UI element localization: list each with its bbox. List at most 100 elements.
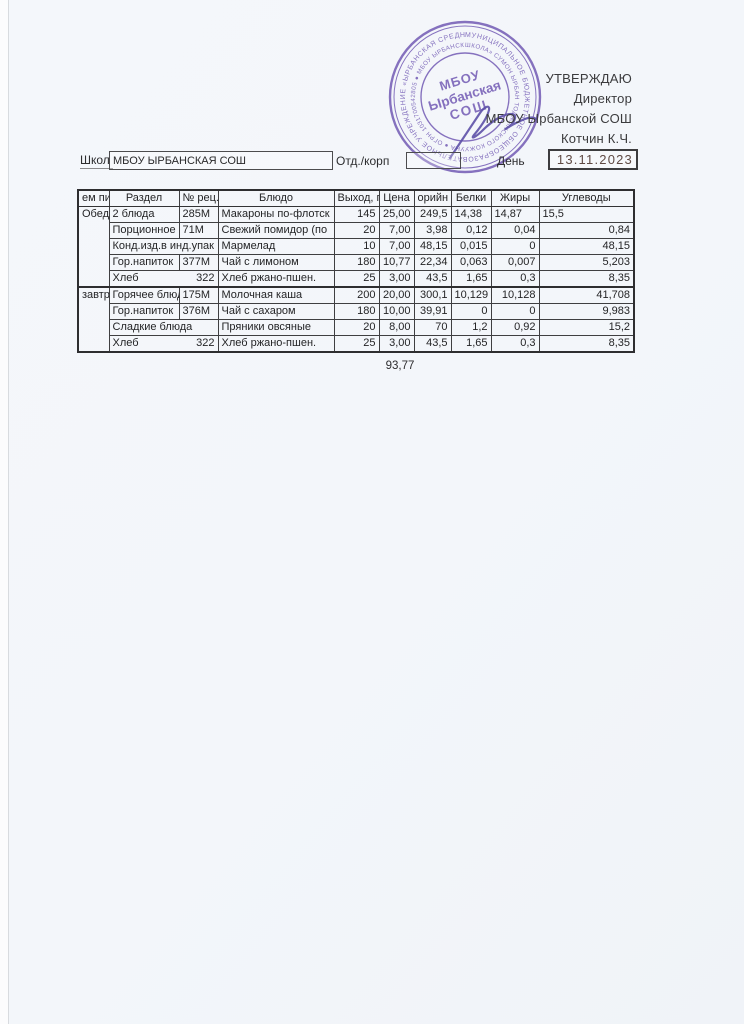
cell-rec-number: 322 xyxy=(196,337,215,349)
cell-carbs: 41,708 xyxy=(538,286,635,304)
cell-price: 25,00 xyxy=(378,206,415,223)
cell-protein: 14,38 xyxy=(450,206,492,223)
school-round-stamp: МУНИЦИПАЛЬНОЕ БЮДЖЕТНОЕ ОБЩЕОБРАЗОВАТЕЛЬ… xyxy=(384,16,542,174)
header-carbs: Углеводы xyxy=(538,189,635,207)
meal-group-zavtrak: завтра xyxy=(77,286,110,353)
cell-out: 25 xyxy=(333,270,380,288)
header-kcal: орийн xyxy=(413,189,452,207)
director-signature xyxy=(448,105,538,160)
table-row: Хлеб 322 Хлеб ржано-пшен. 25 3,00 43,5 1… xyxy=(78,270,635,288)
cell-razdel: Горячее блюд xyxy=(108,286,180,304)
cell-carbs: 9,983 xyxy=(538,303,635,320)
cell-razdel: 2 блюда xyxy=(108,206,180,223)
dept-field-label: Отд./корп xyxy=(336,154,390,168)
header-protein: Белки xyxy=(450,189,492,207)
cell-razdel-merged: Сладкие блюда xyxy=(108,319,219,336)
cell-protein: 1,65 xyxy=(450,335,492,353)
cell-price: 3,00 xyxy=(378,335,415,353)
cell-razdel-merged: Хлеб 322 xyxy=(108,335,219,353)
menu-table: ем пи Раздел № рец. Блюдо Выход, г Цена … xyxy=(77,189,635,353)
approval-line-name: Котчин К.Ч. xyxy=(561,131,632,146)
cell-rec: 285М xyxy=(178,206,219,223)
cell-kcal: 3,98 xyxy=(413,222,452,239)
cell-carbs: 8,35 xyxy=(538,335,635,353)
scan-edge xyxy=(0,0,9,1024)
cell-kcal: 39,91 xyxy=(413,303,452,320)
cell-price: 20,00 xyxy=(378,286,415,304)
cell-carbs: 8,35 xyxy=(538,270,635,288)
cell-protein: 0 xyxy=(450,303,492,320)
cell-dish: Пряники овсяные xyxy=(217,319,335,336)
cell-price: 3,00 xyxy=(378,270,415,288)
header-dish: Блюдо xyxy=(217,189,335,207)
table-row: Порционное 71М Свежий помидор (по 20 7,0… xyxy=(78,222,635,239)
cell-kcal: 249,5 xyxy=(413,206,452,223)
school-name-box: МБОУ ЫРБАНСКАЯ СОШ xyxy=(109,151,333,170)
cell-carbs: 15,2 xyxy=(538,319,635,336)
cell-razdel: Гор.напиток xyxy=(108,254,180,271)
cell-carbs: 5,203 xyxy=(538,254,635,271)
cell-protein: 10,129 xyxy=(450,286,492,304)
cell-carbs: 0,84 xyxy=(538,222,635,239)
approval-line-director: Директор xyxy=(573,91,632,106)
cell-dish: Хлеб ржано-пшен. xyxy=(217,270,335,288)
cell-fat: 0,92 xyxy=(490,319,540,336)
table-row: Конд.изд.в инд.упак Мармелад 10 7,00 48,… xyxy=(78,238,635,255)
table-row: Сладкие блюда Пряники овсяные 20 8,00 70… xyxy=(78,319,635,336)
cell-rec: 71М xyxy=(178,222,219,239)
cell-price: 10,00 xyxy=(378,303,415,320)
meal-group-obed: Обед xyxy=(77,206,110,288)
cell-fat: 0 xyxy=(490,238,540,255)
cell-price: 7,00 xyxy=(378,222,415,239)
dept-value-box xyxy=(406,152,461,169)
header-meal: ем пи xyxy=(77,189,110,207)
header-rec: № рец. xyxy=(178,189,219,207)
cell-kcal: 43,5 xyxy=(413,335,452,353)
day-field-label: День xyxy=(497,154,525,168)
header-out: Выход, г xyxy=(333,189,380,207)
cell-dish: Макароны по-флотск xyxy=(217,206,335,223)
table-row: Обед 2 блюда 285М Макароны по-флотск 145… xyxy=(77,206,635,288)
cell-protein: 1,65 xyxy=(450,270,492,288)
cell-out: 25 xyxy=(333,335,380,353)
table-row: завтра Горячее блюд 175М Молочная каша 2… xyxy=(77,286,635,353)
cell-carbs: 15,5 xyxy=(538,206,635,223)
cell-razdel: Гор.напиток xyxy=(108,303,180,320)
cell-rec-number: 322 xyxy=(196,272,215,284)
header-razdel: Раздел xyxy=(108,189,180,207)
cell-price: 7,00 xyxy=(378,238,415,255)
table-row: Хлеб 322 Хлеб ржано-пшен. 25 3,00 43,5 1… xyxy=(78,335,635,353)
cell-dish: Чай с сахаром xyxy=(217,303,335,320)
table-row: Гор.напиток 377М Чай с лимоном 180 10,77… xyxy=(78,254,635,271)
cell-protein: 1,2 xyxy=(450,319,492,336)
approval-line-utverzhdayu: УТВЕРЖДАЮ xyxy=(545,71,632,86)
cell-protein: 0,12 xyxy=(450,222,492,239)
cell-fat: 10,128 xyxy=(490,286,540,304)
cell-dish: Чай с лимоном xyxy=(217,254,335,271)
approval-block: УТВЕРЖДАЮ Директор МБОУ Ырбанской СОШ Ко… xyxy=(486,69,632,149)
cell-fat: 0 xyxy=(490,303,540,320)
cell-out: 20 xyxy=(333,222,380,239)
cell-razdel: Порционное xyxy=(108,222,180,239)
cell-dish: Мармелад xyxy=(217,238,335,255)
cell-fat: 0,007 xyxy=(490,254,540,271)
cell-fat: 0,04 xyxy=(490,222,540,239)
cell-fat: 0,3 xyxy=(490,270,540,288)
cell-rec: 376М xyxy=(178,303,219,320)
cell-fat: 0,3 xyxy=(490,335,540,353)
header-price: Цена xyxy=(378,189,415,207)
cell-kcal: 43,5 xyxy=(413,270,452,288)
cell-protein: 0,063 xyxy=(450,254,492,271)
cell-out: 20 xyxy=(333,319,380,336)
cell-dish: Свежий помидор (по xyxy=(217,222,335,239)
school-field-label: Школ xyxy=(80,153,113,169)
cell-dish: Молочная каша xyxy=(217,286,335,304)
cell-razdel-merged: Хлеб 322 xyxy=(108,270,219,288)
table-row: Гор.напиток 376М Чай с сахаром 180 10,00… xyxy=(78,303,635,320)
price-total: 93,77 xyxy=(385,360,415,372)
approval-line-school: МБОУ Ырбанской СОШ xyxy=(485,111,632,126)
cell-razdel-merged: Конд.изд.в инд.упак xyxy=(108,238,219,255)
cell-razdel-label: Хлеб xyxy=(112,272,139,284)
table-header-row: ем пи Раздел № рец. Блюдо Выход, г Цена … xyxy=(77,189,635,207)
